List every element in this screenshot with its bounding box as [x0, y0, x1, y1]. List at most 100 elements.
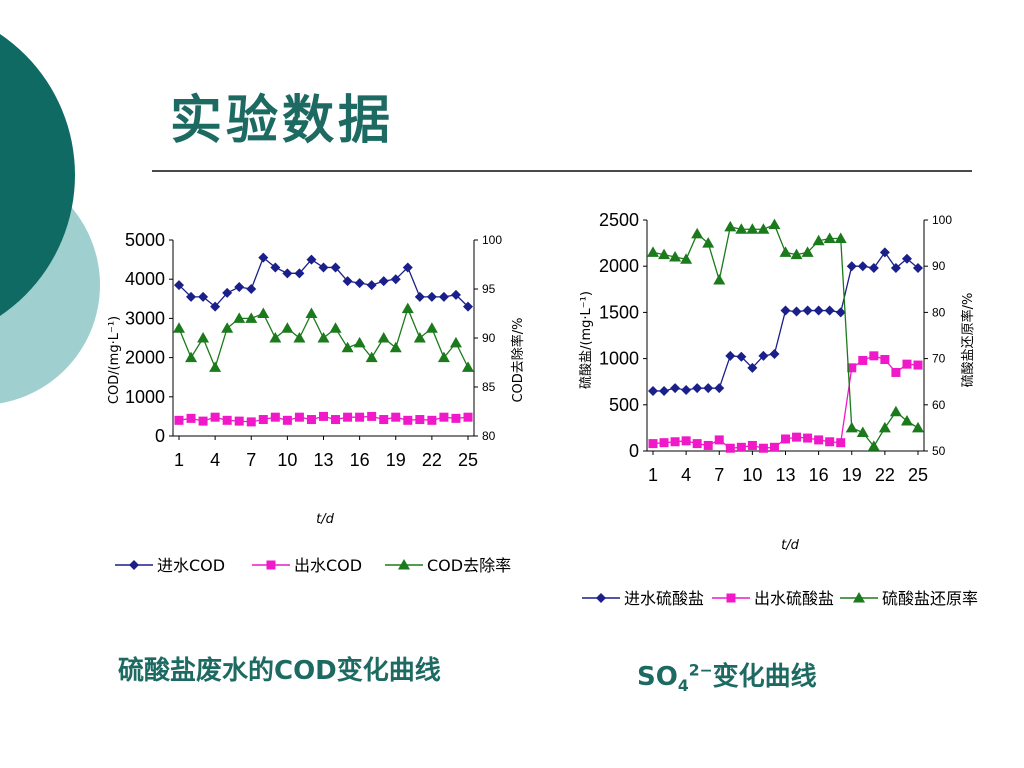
sulfate-series-2-point: [757, 223, 770, 234]
sulfate-series-2-point: [812, 234, 825, 246]
sulfate-x-tick-label: 7: [714, 465, 724, 485]
sulfate-series-2-point: [912, 421, 924, 433]
sulfate-series-2-point: [856, 426, 869, 438]
sulfate-x-tick-label: 10: [742, 465, 762, 485]
cod-y-tick-label: 4000: [125, 269, 165, 289]
cod-series-2-point: [281, 322, 294, 333]
sulfate-series-0-point: [725, 350, 736, 361]
sulfate-y-tick-label: 2000: [599, 256, 639, 276]
sulfate-series-1-point: [825, 437, 835, 447]
sulfate-legend-label-2: 硫酸盐还原率: [882, 589, 978, 608]
sulfate-series-0-point: [692, 383, 703, 394]
cod-x-tick-label: 4: [210, 450, 220, 470]
sulfate-series-0-point: [736, 351, 747, 362]
sulfate-y-tick-label: 1500: [599, 302, 639, 322]
cod-series-2-point: [365, 351, 378, 363]
cod-series-2-point: [257, 307, 270, 318]
sulfate-series-0-point: [846, 261, 857, 272]
sulfate-series-1-point: [858, 355, 868, 365]
cod-series-0-point: [270, 262, 281, 273]
cod-series-1-point: [427, 415, 437, 425]
cod-series-0-point: [378, 276, 389, 287]
cod-legend: 进水COD 出水COD COD去除率: [115, 556, 511, 575]
cod-series-0-point: [463, 301, 473, 312]
cod-series-2-point: [377, 332, 390, 343]
sulfate-series-2-point: [691, 227, 704, 239]
sulfate-series-2-point: [834, 232, 847, 243]
cod-series-1-point: [222, 415, 232, 425]
cod-series-1-point: [306, 415, 316, 425]
sulfate-series-2-point: [779, 246, 792, 257]
decorative-circles: [0, 34, 100, 404]
cod-series-1-point: [294, 412, 304, 422]
cod-series-0-point: [402, 262, 413, 273]
sulfate-series-2-point: [878, 421, 891, 433]
sulfate-series-line-2: [652, 223, 919, 448]
cod-series-0-point: [294, 268, 305, 279]
sulfate-series-1-point: [714, 435, 724, 445]
cod-series-0-point: [318, 262, 329, 273]
sulfate-series-2-point: [867, 440, 880, 451]
cod-series-0-point: [222, 287, 233, 298]
sulfate-series-0-point: [857, 261, 868, 272]
cod-series-0-point: [390, 274, 401, 285]
sulfate-series-line-0: [653, 251, 919, 392]
sulfate-series-2-point: [735, 223, 748, 234]
sulfate-series-1-point: [880, 355, 890, 365]
cod-legend-label-0: 进水COD: [157, 556, 225, 575]
sulfate-series-2-point: [702, 237, 715, 248]
cod-series-2-point: [173, 322, 185, 333]
sulfate-series-2-point: [713, 274, 726, 285]
cod-series-0-point: [282, 268, 293, 279]
sulfate-series-0-point: [659, 385, 670, 396]
sulfate-x-tick-label: 1: [648, 465, 658, 485]
sulfate-x-tick-label: 16: [809, 465, 829, 485]
sulfate-chart: 0 500 1000 1500 2000 2500 50 60 70 80 90 100 1 4 7 10 13…: [579, 210, 978, 608]
cod-legend-marker-2: [398, 559, 410, 570]
sulfate-series-1-point: [913, 360, 923, 370]
sulfate-series-1-point: [703, 440, 713, 450]
sulfate-series-line-1: [652, 355, 919, 449]
cod-series-2-point: [269, 332, 282, 343]
sulfate-series-2-point: [823, 232, 836, 243]
sulfate-legend-marker-0: [596, 593, 606, 603]
cod-y2-tick-label: 100: [482, 233, 502, 247]
sulfate-legend-label-1: 出水硫酸盐: [754, 589, 834, 608]
cod-x-tick-label: 1: [174, 450, 184, 470]
cod-series-2-point: [425, 322, 438, 333]
sulfate-series-1-point: [736, 442, 746, 452]
cod-series-2-point: [389, 341, 402, 353]
cod-series-2-point: [293, 332, 306, 343]
sulfate-series-0-point: [791, 306, 802, 317]
cod-series-0-point: [438, 291, 449, 302]
sulfate-series-2-point: [801, 246, 814, 257]
cod-series-1-point: [367, 411, 377, 421]
sulfate-series-1-point: [725, 443, 735, 453]
cod-y-tick-label: 0: [155, 426, 165, 446]
cod-y2-tick-label: 80: [482, 429, 496, 443]
cod-x-tick-label: 13: [313, 450, 333, 470]
cod-y-axis-label: COD/(mg·L⁻¹): [107, 316, 122, 404]
cod-series-2-point: [401, 302, 414, 314]
sulfate-series-1-point: [902, 359, 912, 369]
cod-series-2-point: [185, 351, 198, 363]
sulfate-series-0-point: [780, 305, 791, 316]
sulfate-x-axis-label: t/d: [781, 538, 799, 553]
cod-legend-marker-0: [129, 560, 139, 570]
cod-y-tick-label: 2000: [125, 348, 165, 368]
sulfate-y2-tick-label: 70: [932, 352, 946, 366]
cod-series-0-point: [306, 254, 317, 265]
cod-series-2-point: [353, 336, 366, 348]
cod-series-1-point: [451, 413, 461, 423]
cod-x-axis-label: t/d: [316, 512, 334, 527]
sulfate-x-tick-label: 19: [842, 465, 862, 485]
cod-series-2-point: [341, 341, 354, 353]
sulfate-x-tick-label: 25: [908, 465, 928, 485]
caption-sulfate: SO42−变化曲线: [637, 656, 817, 695]
sulfate-y2-tick-label: 100: [932, 213, 952, 227]
sulfate-series-0-point: [714, 383, 725, 394]
cod-series-2-point: [305, 307, 318, 318]
sulfate-series-0-point: [703, 383, 714, 394]
cod-series-0-point: [414, 291, 425, 302]
title-divider: [152, 170, 972, 172]
